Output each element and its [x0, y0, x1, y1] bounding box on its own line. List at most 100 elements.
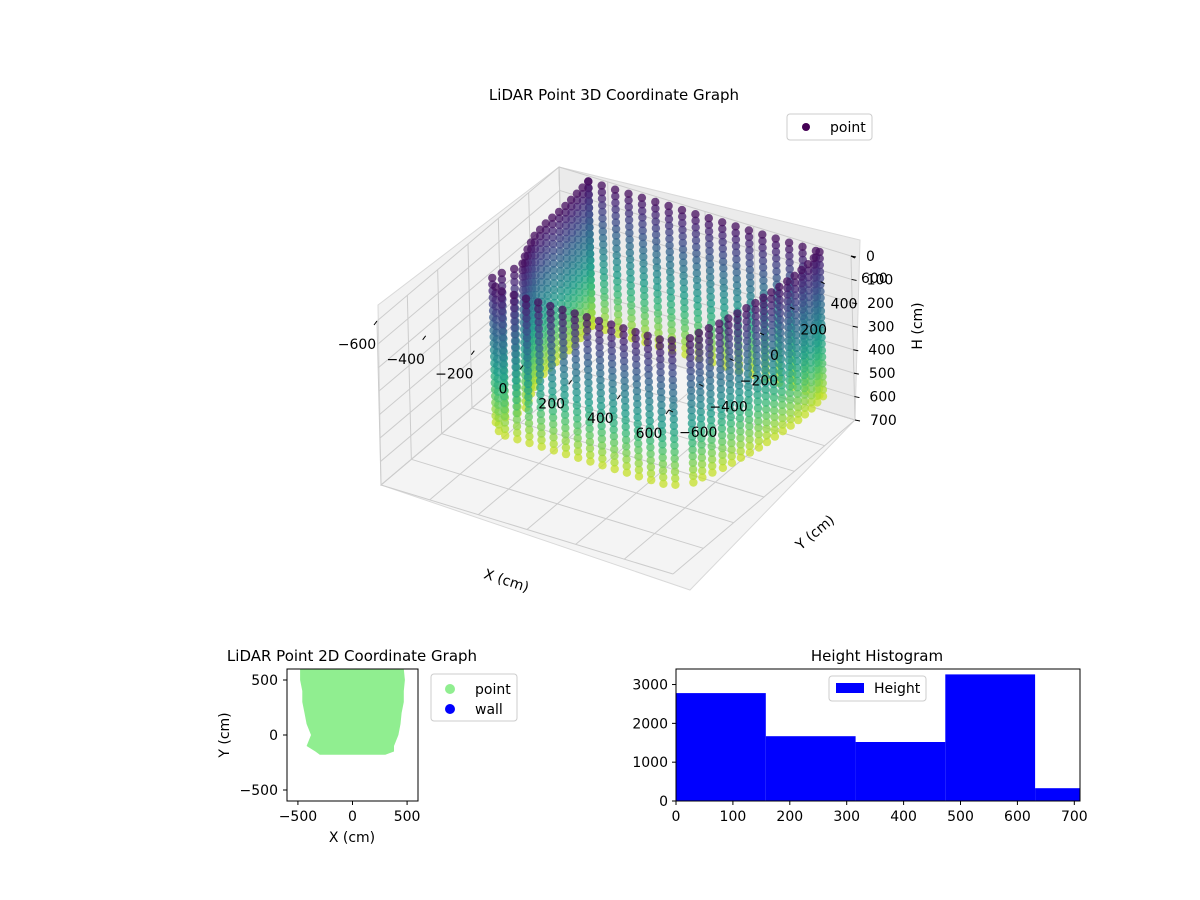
point-cloud-dot: [609, 432, 619, 441]
point-cloud-dot: [622, 455, 631, 464]
z-tick-label-3d: 600: [869, 390, 896, 406]
point-cloud-dot: [574, 453, 583, 462]
point-cloud-dot: [753, 410, 763, 419]
y-tick-label-2d: 500: [251, 673, 278, 689]
point-cloud-dot: [547, 347, 556, 357]
point-cloud-dot: [707, 429, 716, 438]
point-cloud-dot: [523, 245, 532, 254]
point-cloud-dot: [599, 240, 608, 249]
point-cloud-dot: [734, 368, 743, 377]
point-cloud-dot: [800, 397, 809, 406]
point-cloud-dot: [762, 418, 771, 427]
point-cloud-dot: [651, 230, 661, 239]
point-cloud-dot: [686, 347, 695, 356]
point-cloud-dot: [498, 319, 507, 329]
point-cloud-dot: [535, 344, 544, 353]
point-cloud-dot: [726, 399, 735, 408]
point-cloud-dot: [798, 249, 807, 258]
point-cloud-dot: [608, 366, 617, 375]
point-cloud-dot: [613, 277, 622, 286]
point-cloud-dot: [626, 288, 636, 297]
point-cloud-dot: [608, 392, 618, 401]
point-cloud-dot: [572, 374, 581, 384]
point-cloud-dot: [607, 320, 616, 329]
point-cloud-dot: [526, 238, 536, 247]
point-cloud-dot: [499, 365, 508, 375]
point-cloud-dot: [559, 358, 568, 367]
point-cloud-dot: [639, 285, 649, 294]
point-cloud-dot: [697, 440, 706, 449]
point-cloud-dot: [536, 416, 546, 425]
point-cloud-dot: [659, 473, 668, 482]
point-cloud-dot: [634, 472, 644, 481]
point-cloud-dot: [571, 348, 580, 358]
point-cloud-dot: [645, 397, 654, 406]
point-cloud-dot: [572, 388, 581, 397]
point-cloud-dot: [548, 393, 557, 403]
point-cloud-dot: [657, 400, 666, 410]
point-cloud-dot: [679, 284, 689, 293]
point-cloud-dot: [611, 211, 620, 221]
point-cloud-dot: [612, 231, 621, 240]
point-cloud-dot: [626, 294, 636, 303]
point-cloud-dot: [742, 330, 752, 339]
point-cloud-dot: [583, 365, 593, 374]
point-cloud-dot: [656, 361, 665, 370]
point-cloud-dot: [679, 271, 688, 280]
point-cloud-dot: [754, 423, 763, 432]
point-cloud-dot: [621, 429, 631, 438]
point-cloud-dot: [688, 452, 697, 461]
point-cloud-dot: [583, 352, 592, 361]
point-cloud-dot: [767, 288, 776, 297]
point-cloud-dot: [549, 426, 558, 435]
point-cloud-dot: [555, 227, 564, 236]
point-cloud-dot: [687, 406, 696, 415]
point-cloud-dot: [784, 355, 794, 365]
point-cloud-dot: [752, 331, 761, 341]
point-cloud-dot: [612, 251, 621, 260]
point-cloud-dot: [669, 415, 678, 424]
point-cloud-dot: [768, 353, 778, 363]
point-cloud-dot: [608, 399, 618, 408]
point-cloud-dot: [584, 404, 594, 414]
point-cloud-dot: [805, 338, 815, 348]
point-cloud-dot: [535, 350, 544, 360]
point-cloud-dot: [725, 379, 735, 389]
point-cloud-dot: [687, 419, 697, 428]
point-cloud-dot: [559, 371, 569, 380]
point-cloud-dot: [596, 369, 605, 378]
point-cloud-dot: [735, 401, 744, 410]
point-cloud-dot: [645, 410, 654, 419]
point-cloud-dot: [744, 232, 754, 242]
point-cloud-dot: [537, 429, 546, 438]
point-cloud-dot: [621, 435, 631, 445]
point-cloud-dot: [776, 335, 785, 344]
point-cloud-dot: [793, 383, 802, 392]
x-tick-label-3d: −600: [338, 337, 376, 353]
point-cloud-dot: [524, 412, 534, 421]
point-cloud-dot: [804, 279, 813, 289]
point-cloud-dot: [626, 268, 635, 277]
point-cloud-dot: [524, 399, 533, 408]
point-cloud-dot: [769, 386, 778, 395]
point-cloud-dot: [783, 283, 792, 293]
point-cloud-dot: [706, 279, 715, 288]
point-cloud-dot: [745, 441, 754, 451]
point-cloud-dot: [768, 360, 778, 369]
point-cloud-dot: [670, 434, 679, 444]
point-cloud-dot: [548, 380, 557, 389]
point-cloud-dot: [726, 419, 736, 428]
point-cloud-dot: [705, 240, 714, 249]
point-cloud-dot: [549, 285, 559, 294]
grid-line: [467, 243, 473, 409]
point-cloud-dot: [742, 304, 751, 313]
point-cloud-dot: [791, 297, 800, 307]
point-cloud-dot: [645, 423, 655, 432]
point-cloud-dot: [724, 340, 734, 349]
x-tick-label-hist: 700: [1061, 809, 1088, 825]
point-cloud-dot: [687, 393, 696, 402]
legend-histogram-swatch: [836, 683, 864, 693]
point-cloud-dot: [625, 242, 634, 251]
x-tick-label-3d: −400: [386, 352, 424, 368]
